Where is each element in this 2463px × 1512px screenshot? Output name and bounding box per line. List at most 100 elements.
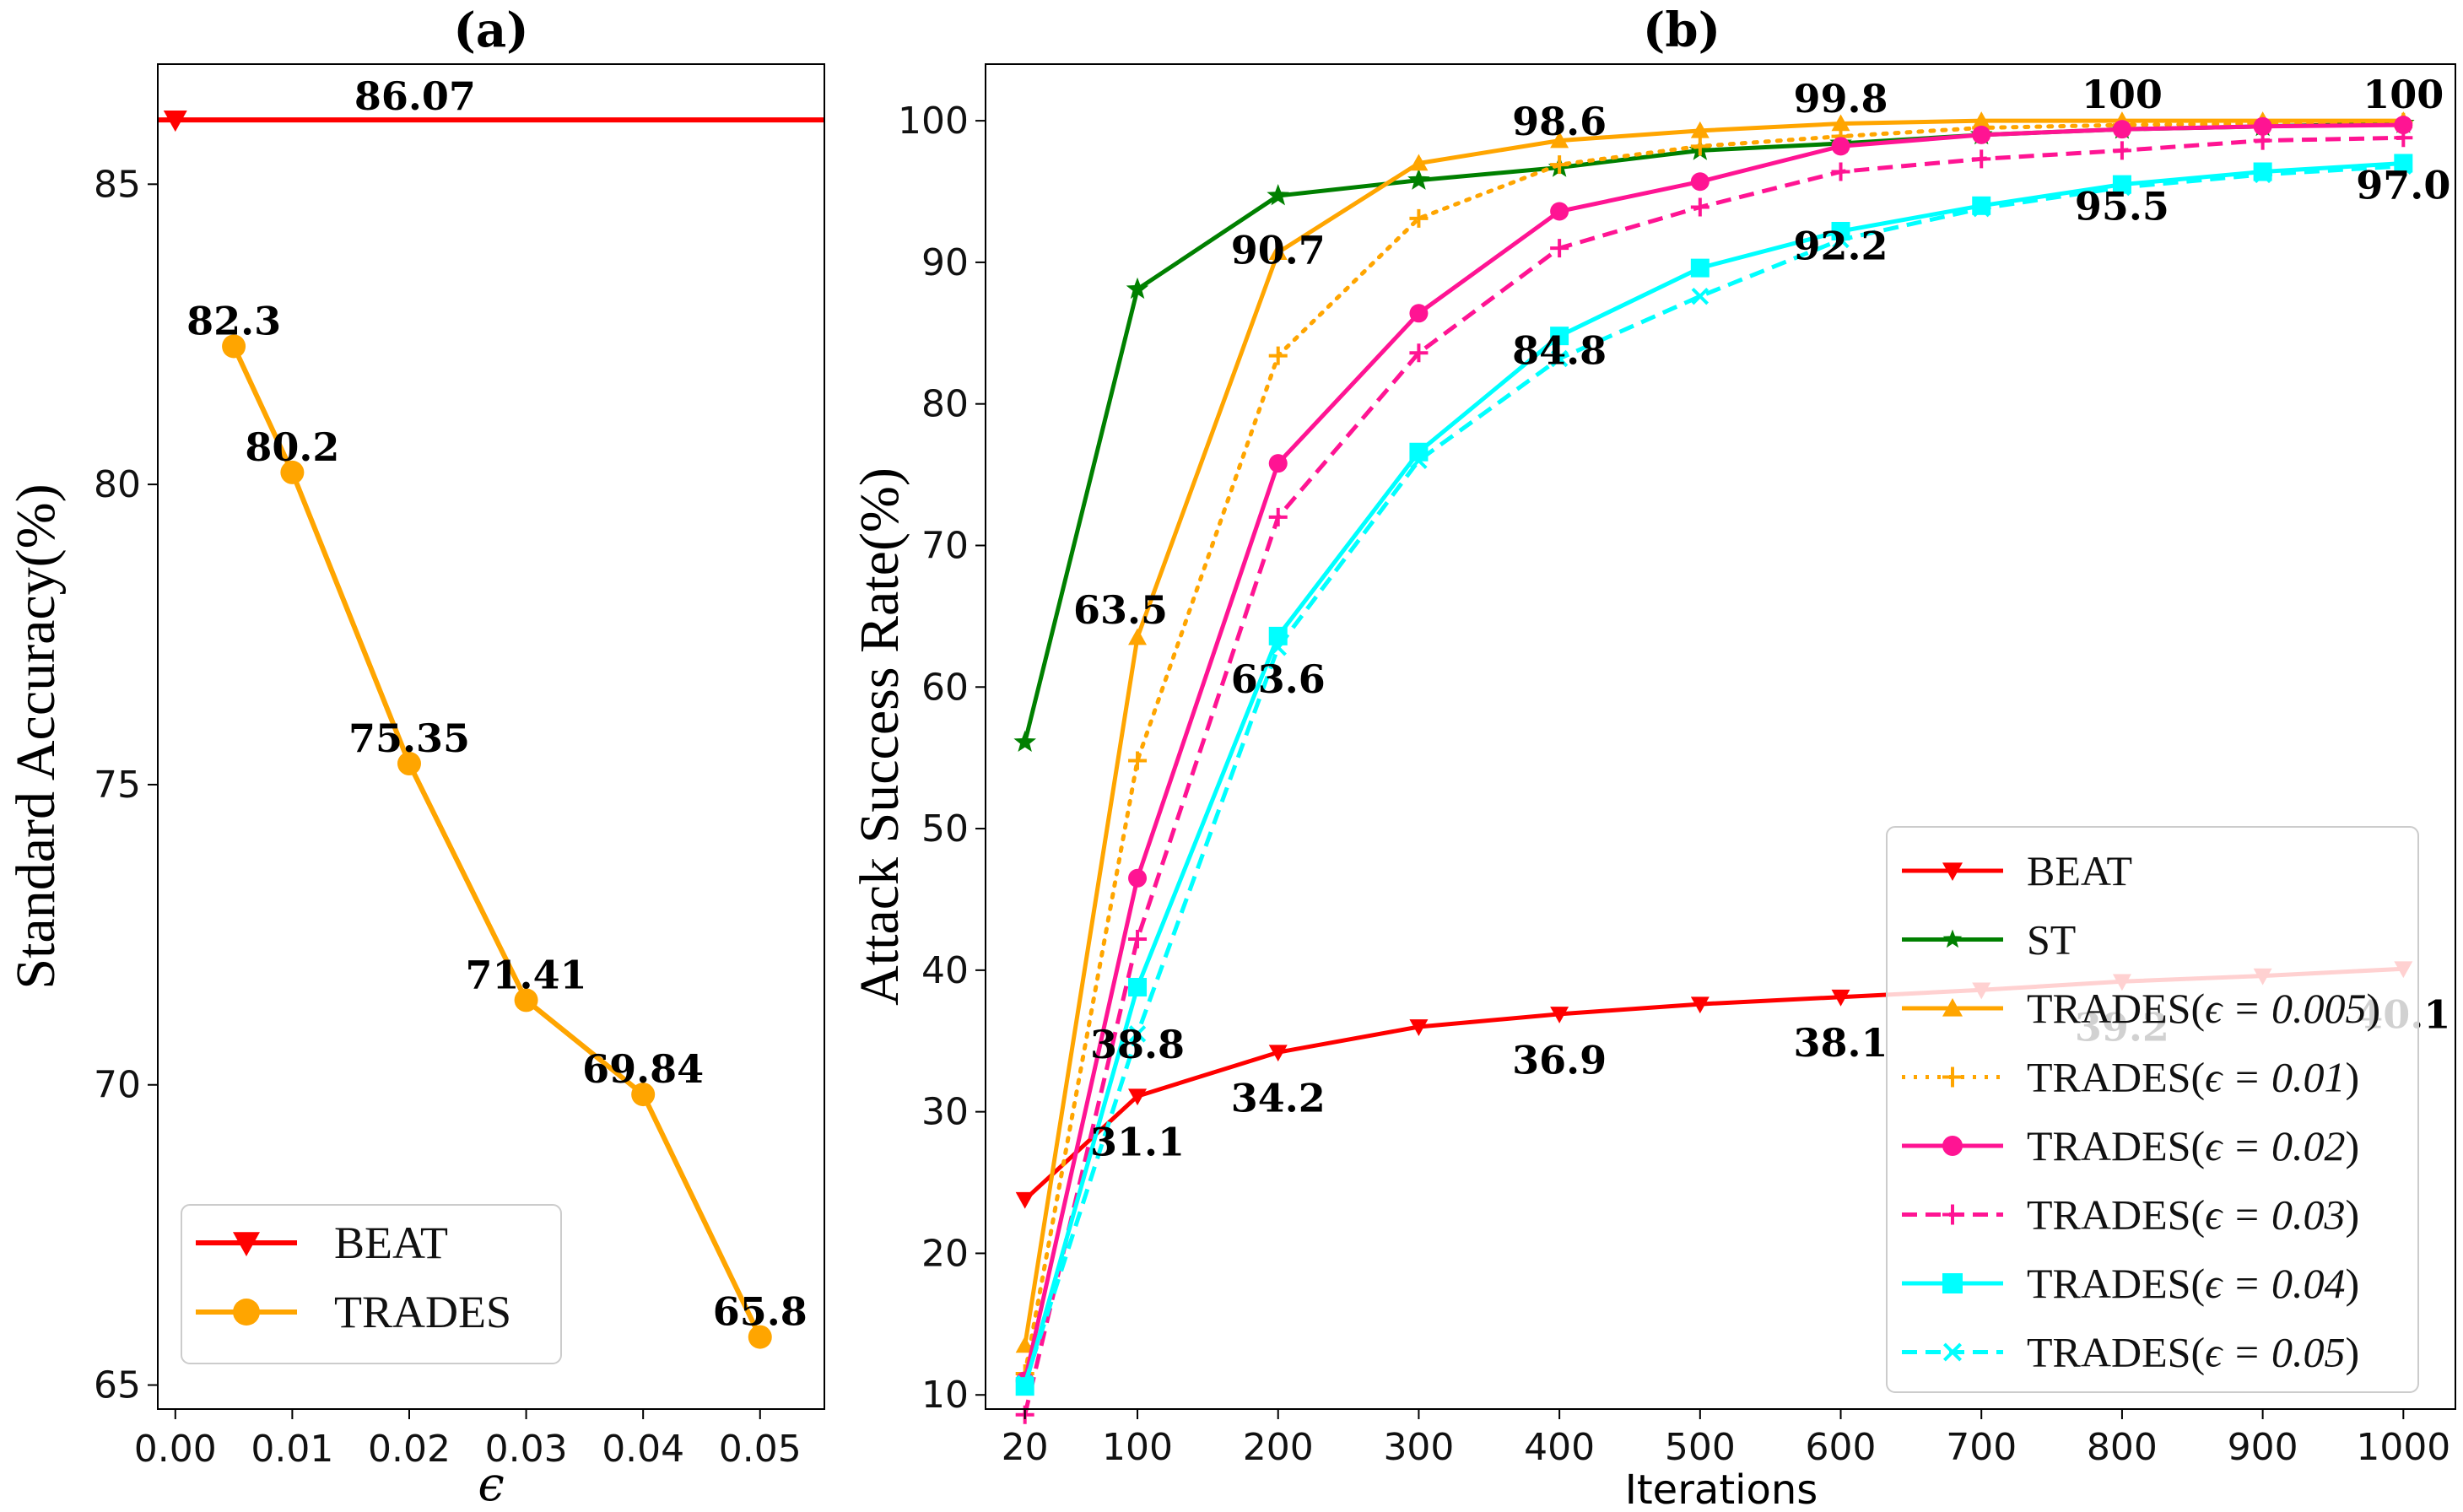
- panel-b-legend-label-close: ): [2346, 1260, 2360, 1307]
- panel-a-trades-point: [397, 752, 421, 776]
- panel-b-x-ticks: 20 100 200 300 400 500 600 700 800 900 1000: [1002, 1409, 2450, 1469]
- panel-b-y-tick-label: 60: [921, 666, 969, 709]
- panel-b-data-point: [1690, 121, 1710, 138]
- panel-b-data-label: 31.1: [1090, 1120, 1185, 1165]
- panel-b-data-point: [1409, 343, 1429, 363]
- panel-b-data-point: [2395, 157, 2412, 176]
- panel-a-y-tick-label: 65: [94, 1364, 141, 1407]
- panel-b-data-point: [1269, 639, 1287, 656]
- panel-b-data-point: [1690, 197, 1710, 217]
- panel-b-x-tick-label: 300: [1383, 1426, 1454, 1469]
- panel-a-x-tick-label: 0.01: [251, 1428, 333, 1471]
- panel-b-data-label: 34.2: [1231, 1076, 1326, 1121]
- panel-b-legend-label: TRADES(ϵ = 0.02): [2027, 1122, 2359, 1169]
- panel-b-data-point: [1550, 349, 1569, 368]
- panel-a-y-axis-label: Standard Accuracy(%): [5, 483, 67, 989]
- panel-b-data-point: [1973, 199, 1990, 218]
- panel-b-data-point: [1128, 1025, 1147, 1043]
- panel-a-trades-point: [631, 1083, 656, 1107]
- panel-b-legend-label-eps: ϵ = 0.05: [2205, 1329, 2345, 1376]
- panel-a-y-ticks: 65 70 75 80 85: [94, 163, 158, 1407]
- panel-b-series-7: [1016, 157, 2412, 1393]
- panel-a-x-tick-label: 0.02: [368, 1428, 451, 1471]
- panel-b-legend-label-main: TRADES(: [2027, 1260, 2205, 1307]
- panel-a-x-axis-label: ϵ: [478, 1457, 504, 1512]
- panel-b-data-point: [1268, 243, 1288, 260]
- panel-b-x-tick-label: 200: [1243, 1426, 1314, 1469]
- panel-a-y-tick-label: 75: [94, 764, 141, 807]
- panel-b-data-label: 100: [2363, 72, 2444, 117]
- panel-a: (a) 86.07 82.3 80.2 75.35 71.41 69.84 65.8 0.0…: [5, 3, 825, 1512]
- panel-a-y-tick-label: 85: [94, 163, 141, 206]
- panel-a-x-tick-label: 0.04: [602, 1428, 684, 1471]
- panel-a-y-tick-label: 80: [94, 463, 141, 506]
- panel-b-legend-frame: [1886, 826, 2419, 1393]
- panel-b-data-label: 84.8: [1512, 328, 1607, 374]
- panel-b-legend-label: ST: [2027, 916, 2076, 964]
- panel-b-data-point: [1128, 1088, 1148, 1106]
- panel-b-data-label: 100: [2082, 72, 2163, 117]
- panel-b-legend-label-main: TRADES(: [2027, 985, 2205, 1032]
- panel-b-legend-swatch-marker: [1942, 998, 1963, 1017]
- panel-a-trades-point: [748, 1325, 772, 1349]
- panel-a-trades-point: [222, 334, 246, 359]
- panel-b-data-label: 63.6: [1231, 656, 1326, 702]
- panel-b-data-point: [1128, 929, 1148, 948]
- panel-b-legend-label-main: TRADES(: [2027, 1191, 2205, 1239]
- panel-b-data-point: [1268, 346, 1288, 365]
- panel-a-legend-swatch-marker: [233, 1232, 260, 1256]
- panel-b-data-point: [1550, 131, 1569, 148]
- panel-b-data-point: [1550, 327, 1569, 346]
- panel-b-data-label: 95.5: [2075, 184, 2169, 230]
- panel-b-y-tick-label: 20: [921, 1232, 969, 1275]
- panel-b-x-axis-label: Iterations: [1625, 1466, 1818, 1512]
- panel-a-plot-frame: [157, 63, 825, 1410]
- panel-b-legend-label-main: TRADES(: [2027, 1054, 2205, 1101]
- panel-a-x-tick-label: 0.05: [719, 1428, 802, 1471]
- panel-b-data-point: [2254, 165, 2271, 184]
- panel-b-data-point: [1015, 1377, 1034, 1396]
- panel-b-data-label: 98.6: [1512, 99, 1607, 144]
- panel-a-trades-data-label: 65.8: [713, 1289, 807, 1335]
- panel-b-x-tick-label: 700: [1946, 1426, 2017, 1469]
- panel-b-data-point: [1268, 507, 1288, 526]
- panel-b-x-tick-label: 100: [1102, 1426, 1173, 1469]
- panel-b-data-point: [1013, 730, 1036, 752]
- panel-b-x-tick-label: 600: [1806, 1426, 1877, 1469]
- panel-b-data-point: [1409, 154, 1429, 171]
- panel-b-data-point: [1015, 1191, 1034, 1209]
- panel-a-x-tick-label: 0.00: [134, 1428, 217, 1471]
- panel-b-y-tick-label: 100: [898, 100, 969, 143]
- panel-b-y-tick-label: 40: [921, 949, 969, 992]
- panel-b-data-point: [1690, 258, 1710, 278]
- panel-b-data-point: [2253, 116, 2272, 136]
- panel-b-data-point: [1128, 751, 1148, 770]
- panel-b-data-point: [2253, 162, 2272, 181]
- panel-b-data-point: [1550, 239, 1569, 258]
- panel-b-legend-label: TRADES(ϵ = 0.04): [2027, 1260, 2359, 1307]
- panel-b-y-tick-label: 10: [921, 1374, 969, 1417]
- panel-a-x-ticks: 0.00 0.01 0.02 0.03 0.04 0.05: [134, 1409, 802, 1471]
- panel-b-x-tick-label: 400: [1524, 1426, 1595, 1469]
- panel-b-legend-swatch-marker: [1942, 1136, 1963, 1156]
- panel-a-trades-point: [280, 460, 305, 484]
- panel-b-data-point: [1690, 996, 1710, 1014]
- panel-b-data-point: [1267, 184, 1289, 206]
- panel-b-legend-label-close: ): [2346, 1054, 2360, 1101]
- panel-b-data-point: [2112, 120, 2131, 139]
- panel-b-data-point: [1016, 1374, 1034, 1393]
- panel-b-legend-swatch-marker: [1942, 1342, 1963, 1362]
- panel-b-series-6: [1015, 154, 2413, 1396]
- panel-b-data-point: [1409, 1019, 1429, 1036]
- panel-b-y-ticks: 10 20 30 40 50 60 70 80 90 100: [898, 100, 986, 1417]
- panel-b-data-point: [1268, 1045, 1288, 1062]
- panel-b-title: (b): [1643, 3, 1720, 58]
- panel-b-legend-label: TRADES(ϵ = 0.05): [2027, 1329, 2359, 1376]
- panel-b-y-tick-label: 70: [921, 524, 969, 567]
- panel-b-legend-swatch-marker: [1942, 1204, 1963, 1225]
- panel-b-data-label: 99.8: [1794, 76, 1888, 122]
- panel-b-legend-swatch-marker: [1942, 862, 1963, 881]
- panel-b-data-point: [1691, 287, 1710, 305]
- panel-b-data-point: [1128, 977, 1148, 996]
- panel-b-series-5: [1015, 128, 2413, 1424]
